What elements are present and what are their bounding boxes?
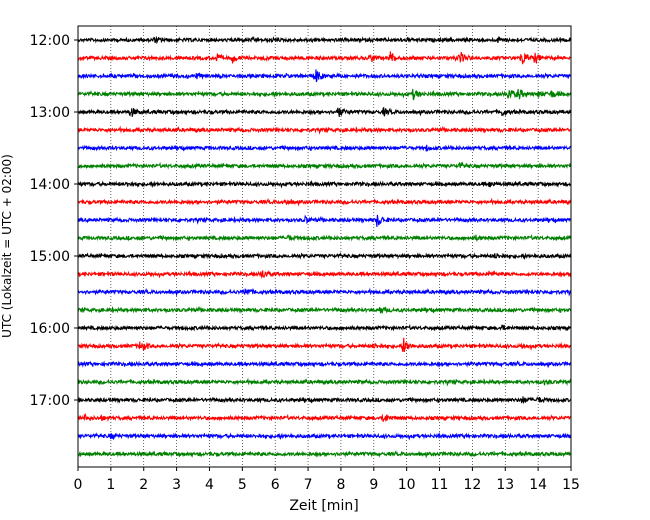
trace-1600: [77, 323, 572, 332]
x-tick-label-1: 1: [106, 477, 115, 493]
x-axis-ticks: 0 1 2 3 4 5 6 7 8 9 10 11 12 13 14 15: [74, 467, 580, 493]
x-tick-label-14: 14: [529, 477, 547, 493]
trace-1200: [77, 35, 572, 45]
trace-1400: [77, 179, 572, 189]
x-tick-label-13: 13: [496, 477, 514, 493]
x-tick-label-11: 11: [431, 477, 449, 493]
x-tick-label-4: 4: [205, 477, 214, 493]
y-tick-label-16:00: 16:00: [30, 321, 70, 337]
y-tick-label-13:00: 13:00: [30, 105, 70, 121]
trace-1715: [77, 413, 572, 423]
x-tick-label-9: 9: [369, 477, 378, 493]
trace-1530: [77, 287, 572, 297]
x-tick-label-8: 8: [336, 477, 345, 493]
x-tick-label-15: 15: [562, 477, 580, 493]
trace-1315: [77, 125, 572, 135]
x-tick-label-3: 3: [172, 477, 181, 493]
trace-1700: [77, 396, 572, 405]
trace-1730: [77, 431, 572, 441]
x-tick-label-6: 6: [271, 477, 280, 493]
plot-frame: [77, 25, 572, 468]
x-tick-label-0: 0: [74, 477, 83, 493]
trace-1330: [77, 144, 572, 152]
trace-1345: [77, 161, 572, 170]
trace-1300: [77, 106, 572, 117]
trace-1500: [77, 252, 572, 261]
trace-1230: [77, 69, 572, 83]
trace-1430: [77, 214, 572, 227]
x-tick-label-7: 7: [304, 477, 313, 493]
x-tick-label-5: 5: [238, 477, 247, 493]
y-axis-ticks: 12:00 13:00 14:00 15:00 16:00 17:00: [30, 33, 78, 409]
trace-1215: [77, 51, 572, 65]
x-axis-label: Zeit [min]: [289, 498, 358, 514]
x-tick-label-10: 10: [398, 477, 416, 493]
y-tick-label-12:00: 12:00: [30, 33, 70, 49]
y-tick-label-15:00: 15:00: [30, 249, 70, 265]
trace-1415: [77, 197, 572, 207]
trace-1545: [77, 305, 572, 314]
y-tick-label-17:00: 17:00: [30, 393, 70, 409]
x-tick-label-12: 12: [463, 477, 481, 493]
trace-1615: [77, 337, 572, 353]
seismic-traces: [77, 35, 572, 459]
trace-1245: [77, 88, 572, 101]
trace-1515: [77, 269, 572, 280]
y-tick-label-14:00: 14:00: [30, 177, 70, 193]
trace-1445: [77, 233, 572, 242]
trace-1645: [77, 377, 572, 387]
trace-1630: [77, 360, 572, 369]
y-axis-label: UTC (Lokalzeit = UTC + 02:00): [0, 154, 14, 338]
x-tick-label-2: 2: [139, 477, 148, 493]
trace-1745: [77, 450, 572, 459]
